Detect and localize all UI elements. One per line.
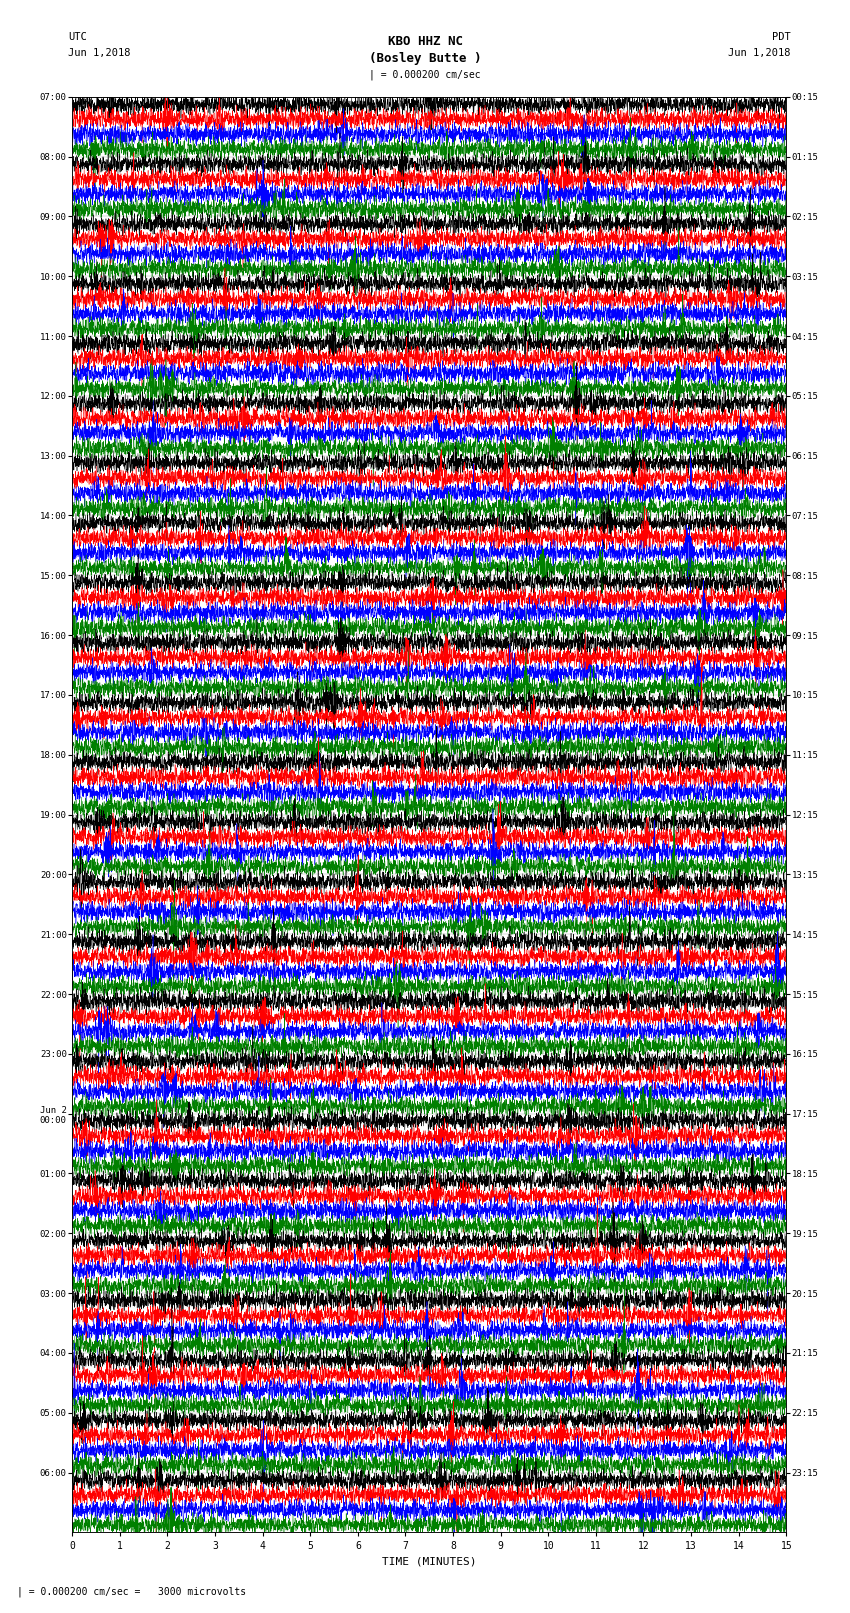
- Text: (Bosley Butte ): (Bosley Butte ): [369, 52, 481, 65]
- Text: Jun 1,2018: Jun 1,2018: [68, 48, 131, 58]
- Text: KBO HHZ NC: KBO HHZ NC: [388, 35, 462, 48]
- X-axis label: TIME (MINUTES): TIME (MINUTES): [382, 1557, 477, 1566]
- Text: PDT: PDT: [772, 32, 791, 42]
- Text: | = 0.000200 cm/sec: | = 0.000200 cm/sec: [369, 69, 481, 81]
- Text: | = 0.000200 cm/sec =   3000 microvolts: | = 0.000200 cm/sec = 3000 microvolts: [17, 1586, 246, 1597]
- Text: UTC: UTC: [68, 32, 87, 42]
- Text: Jun 1,2018: Jun 1,2018: [728, 48, 791, 58]
